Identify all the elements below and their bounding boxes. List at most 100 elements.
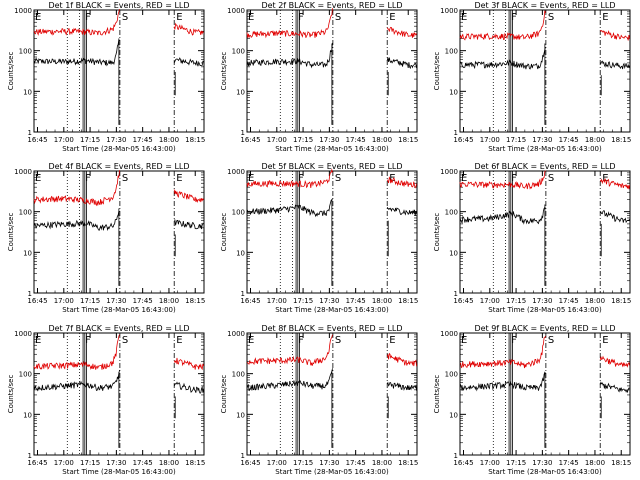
panel-det-6: Det 6f BLACK = Events, RED = LLD 1 10 100 10… <box>433 162 631 314</box>
x-axis-label: Start Time (28-Mar-05 16:43:00) <box>488 468 602 476</box>
x-axis-label: Start Time (28-Mar-05 16:43:00) <box>275 145 389 153</box>
plot-frame <box>33 332 205 456</box>
x-tick-label: 18:15 <box>398 136 418 144</box>
marker-label-f: F <box>511 335 517 346</box>
x-tick-label: 17:30 <box>319 297 339 305</box>
y-tick-label: 10 <box>449 249 458 257</box>
marker-label-e: E <box>602 335 608 346</box>
y-tick-label: 100 <box>19 371 32 379</box>
x-tick-label: 18:00 <box>585 459 605 467</box>
lld-series-line <box>599 355 630 368</box>
events-series-line <box>599 210 630 224</box>
x-tick-label: 17:45 <box>559 297 579 305</box>
x-tick-label: 17:45 <box>133 459 153 467</box>
lld-series-line <box>459 10 546 41</box>
marker-label-s: S <box>335 12 341 23</box>
y-tick-label: 1 <box>241 290 245 298</box>
y-tick-label: 100 <box>445 371 458 379</box>
y-tick-label: 1000 <box>14 330 32 338</box>
x-tick-label: 17:00 <box>480 459 500 467</box>
panel-title: Det 1f BLACK = Events, RED = LLD <box>48 1 189 10</box>
y-axis-label: Counts/sec <box>220 213 228 252</box>
x-tick-label: 16:45 <box>453 297 473 305</box>
marker-label-e: E <box>389 335 395 346</box>
y-axis-label: Counts/sec <box>433 52 441 91</box>
x-tick-label: 16:45 <box>27 136 47 144</box>
x-axis-label: Start Time (28-Mar-05 16:43:00) <box>488 306 602 314</box>
x-tick-label: 16:45 <box>240 297 260 305</box>
x-tick-label: 17:00 <box>267 136 287 144</box>
events-series-line <box>174 219 204 230</box>
events-series-line <box>599 381 630 394</box>
x-axis-label: Start Time (28-Mar-05 16:43:00) <box>275 468 389 476</box>
x-tick-label: 17:45 <box>346 297 366 305</box>
x-tick-label: 17:30 <box>106 297 126 305</box>
marker-label-f: F <box>298 173 304 184</box>
y-tick-label: 1 <box>28 290 32 298</box>
marker-label-f: F <box>85 335 91 346</box>
panel-title: Det 2f BLACK = Events, RED = LLD <box>261 1 402 10</box>
panel-det-1: Det 1f BLACK = Events, RED = LLD 1 10 100 10… <box>7 1 205 153</box>
x-axis-label: Start Time (28-Mar-05 16:43:00) <box>275 306 389 314</box>
x-tick-label: 17:45 <box>346 459 366 467</box>
y-tick-label: 100 <box>19 209 32 217</box>
y-tick-label: 10 <box>449 411 458 419</box>
marker-label-e: E <box>461 335 467 346</box>
y-tick-label: 100 <box>445 209 458 217</box>
lld-series-line <box>33 334 120 370</box>
marker-label-e: E <box>176 173 182 184</box>
marker-label-s: S <box>548 335 554 346</box>
panel-det-7: Det 7f BLACK = Events, RED = LLD 1 10 100 10… <box>7 324 205 476</box>
lld-series-line <box>386 176 417 189</box>
panel-title: Det 6f BLACK = Events, RED = LLD <box>474 162 615 171</box>
marker-label-e: E <box>602 173 608 184</box>
marker-label-e: E <box>35 335 41 346</box>
panel-title: Det 9f BLACK = Events, RED = LLD <box>474 324 615 333</box>
lld-series-line <box>173 22 204 36</box>
lld-series-line <box>246 8 333 39</box>
x-axis-label: Start Time (28-Mar-05 16:43:00) <box>62 145 176 153</box>
panel-det-4: Det 4f BLACK = Events, RED = LLD 1 10 100 10… <box>7 162 205 314</box>
x-tick-label: 16:45 <box>27 297 47 305</box>
marker-label-f: F <box>511 173 517 184</box>
x-tick-label: 18:00 <box>159 136 179 144</box>
x-tick-label: 17:15 <box>293 136 313 144</box>
x-tick-label: 17:00 <box>54 136 74 144</box>
lld-series-line <box>246 168 333 189</box>
events-series-line <box>246 368 333 392</box>
x-tick-label: 18:15 <box>185 459 205 467</box>
x-tick-label: 18:15 <box>185 297 205 305</box>
x-tick-label: 17:30 <box>532 297 552 305</box>
y-axis-label: Counts/sec <box>7 52 15 91</box>
lld-series-line <box>459 335 546 369</box>
x-tick-label: 18:15 <box>185 136 205 144</box>
marker-label-e: E <box>35 12 41 23</box>
y-tick-label: 1 <box>241 452 245 460</box>
lld-series-line <box>459 170 546 190</box>
x-tick-label: 17:30 <box>319 459 339 467</box>
panel-title: Det 5f BLACK = Events, RED = LLD <box>261 162 402 171</box>
x-tick-label: 17:00 <box>54 459 74 467</box>
x-tick-label: 17:00 <box>267 297 287 305</box>
y-tick-label: 1 <box>28 452 32 460</box>
x-tick-label: 16:45 <box>240 459 260 467</box>
x-tick-label: 17:00 <box>480 297 500 305</box>
marker-label-e: E <box>461 12 467 23</box>
lld-series-line <box>386 352 417 367</box>
y-tick-label: 1000 <box>440 330 458 338</box>
y-tick-label: 1 <box>28 129 32 137</box>
marker-label-s: S <box>122 12 128 23</box>
plot-frame <box>33 170 205 294</box>
marker-label-e: E <box>176 335 182 346</box>
y-tick-label: 1 <box>454 290 458 298</box>
plot-frame <box>459 332 631 456</box>
events-series-line <box>459 371 546 392</box>
plot-frame <box>246 332 418 456</box>
y-tick-label: 10 <box>236 411 245 419</box>
marker-label-e: E <box>389 173 395 184</box>
x-tick-label: 17:15 <box>506 297 526 305</box>
lld-series-line <box>173 189 204 204</box>
x-tick-label: 18:00 <box>585 297 605 305</box>
panel-det-9: Det 9f BLACK = Events, RED = LLD 1 10 100 10… <box>433 324 631 476</box>
x-tick-label: 18:15 <box>611 459 631 467</box>
